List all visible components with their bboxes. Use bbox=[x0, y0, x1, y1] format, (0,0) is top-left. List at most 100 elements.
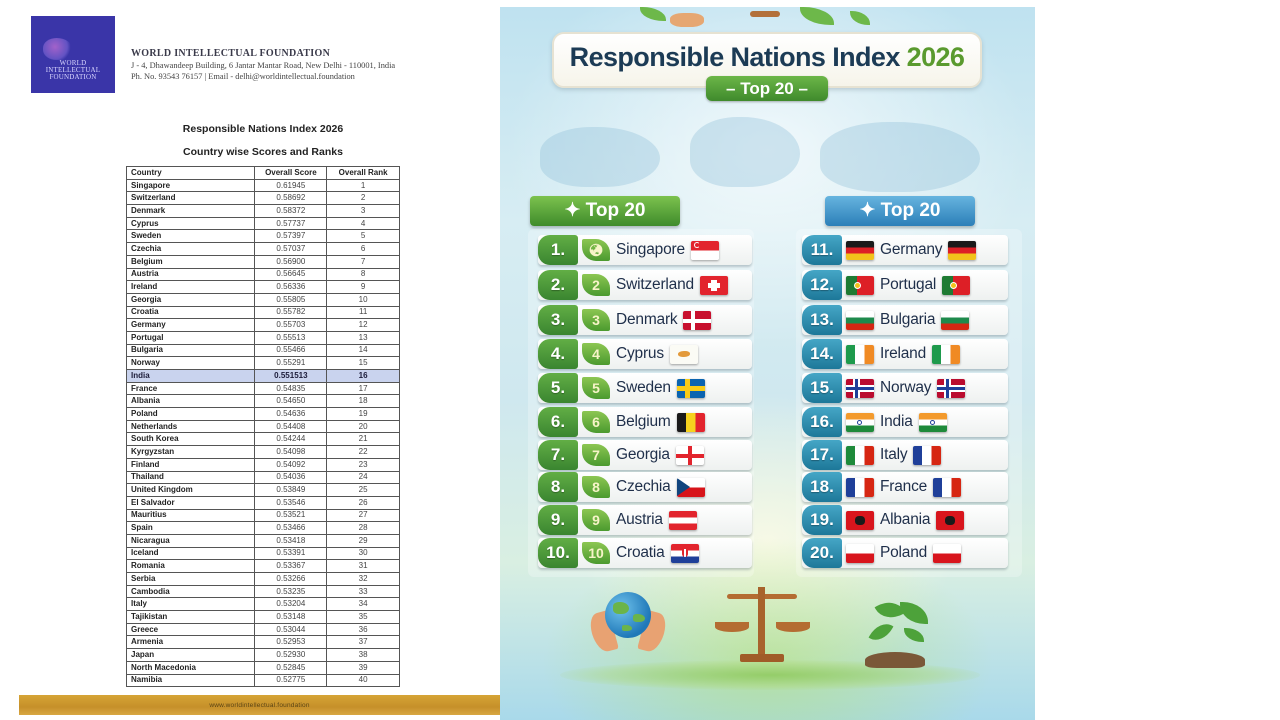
country-cell: India bbox=[125, 369, 256, 383]
rank-cell: 28 bbox=[326, 521, 400, 535]
country-cell: Greece bbox=[125, 622, 256, 637]
rank-number: 14. bbox=[802, 339, 842, 369]
score-cell: 0.52953 bbox=[254, 635, 328, 650]
rank-row: 13. Bulgaria bbox=[802, 305, 1008, 335]
rank-row: 11. Germany bbox=[802, 235, 1008, 265]
score-cell: 0.61945 bbox=[254, 178, 328, 193]
table-row: Mauritius 0.53521 27 bbox=[125, 508, 400, 523]
scales-pan bbox=[776, 622, 810, 632]
country-name: Singapore bbox=[616, 241, 685, 258]
leaf-rank-badge: 9 bbox=[582, 509, 610, 531]
table-row: Portugal 0.55513 13 bbox=[125, 330, 400, 345]
rank-row: 3. 3 Denmark bbox=[538, 305, 752, 335]
table-row: Albania 0.54650 18 bbox=[125, 394, 400, 409]
country-cell: Japan bbox=[125, 648, 256, 662]
rank-row: 5. 5 Sweden bbox=[538, 373, 752, 403]
flag-no-icon bbox=[937, 378, 966, 398]
score-cell: 0.54036 bbox=[254, 470, 328, 485]
rank-number: 8. bbox=[538, 472, 578, 502]
rank-cell: 27 bbox=[326, 508, 400, 523]
rank-row: 16. India bbox=[802, 407, 1008, 437]
ribbon-tail bbox=[813, 204, 831, 226]
table-row: United Kingdom 0.53849 25 bbox=[125, 483, 400, 497]
flag-bg-icon bbox=[941, 310, 970, 330]
scores-table: Country Overall Score Overall Rank Singa… bbox=[125, 166, 400, 688]
rank-number: 4. bbox=[538, 339, 578, 369]
table-row: Denmark 0.58372 3 bbox=[125, 204, 400, 218]
score-cell: 0.551513 bbox=[254, 369, 328, 383]
table-row: Greece 0.53044 36 bbox=[125, 622, 400, 637]
ranks-1-10-panel: 1. 🌏︎ Singapore 2. 2 Switzerland 3. 3 Denmark 4. 4… bbox=[528, 229, 754, 577]
score-cell: 0.55805 bbox=[254, 292, 328, 307]
poster-subtitle-ribbon: – Top 20 – bbox=[706, 76, 828, 101]
scales-base bbox=[740, 654, 784, 662]
country-name: Sweden bbox=[616, 379, 671, 396]
table-row: Kyrgyzstan 0.54098 22 bbox=[125, 445, 400, 459]
country-cell: Nicaragua bbox=[125, 533, 256, 548]
table-row: Armenia 0.52953 37 bbox=[125, 635, 400, 650]
score-cell: 0.54098 bbox=[254, 445, 328, 459]
score-cell: 0.56336 bbox=[254, 280, 328, 294]
country-cell: Mauritius bbox=[125, 508, 256, 523]
country-cell: Poland bbox=[125, 407, 256, 421]
flag-al-icon bbox=[846, 510, 874, 530]
foundation-logo: WORLD INTELLECTUAL FOUNDATION bbox=[31, 16, 115, 93]
bottom-illustration bbox=[500, 582, 1035, 690]
score-cell: 0.54650 bbox=[254, 394, 328, 409]
country-name: Italy bbox=[880, 446, 908, 463]
right-column-ribbon: ✦ Top 20 bbox=[813, 196, 987, 226]
column-header-rank: Overall Rank bbox=[326, 166, 400, 180]
country-cell: Bulgaria bbox=[125, 343, 256, 358]
rank-cell: 26 bbox=[326, 495, 400, 510]
score-cell: 0.53367 bbox=[254, 559, 328, 573]
ribbon-tail bbox=[674, 204, 692, 226]
scales-post bbox=[758, 587, 765, 657]
leaf-icon bbox=[800, 7, 834, 25]
column-header-country: Country bbox=[125, 166, 256, 180]
score-cell: 0.55513 bbox=[254, 330, 328, 345]
rank-row: 10. 10 Croatia bbox=[538, 538, 752, 568]
org-contact: Ph. No. 93543 76157 | Email - delhi@worl… bbox=[131, 72, 355, 81]
handshake-scales-decoration bbox=[630, 7, 900, 31]
table-row: Romania 0.53367 31 bbox=[125, 559, 400, 573]
country-cell: Singapore bbox=[125, 178, 256, 193]
table-header-row: Country Overall Score Overall Rank bbox=[125, 166, 400, 180]
rank-row: 17. Italy bbox=[802, 440, 1008, 470]
table-row: Switzerland 0.58692 2 bbox=[125, 191, 400, 206]
rank-number: 11. bbox=[802, 235, 842, 265]
ranks-11-20-panel: 11. Germany 12. Portugal 13. Bulgaria 14. Irela… bbox=[796, 229, 1022, 577]
rank-number: 16. bbox=[802, 407, 842, 437]
rank-cell: 11 bbox=[326, 305, 400, 320]
table-row: Serbia 0.53266 32 bbox=[125, 572, 400, 586]
country-cell: Italy bbox=[125, 597, 256, 612]
score-cell: 0.58692 bbox=[254, 191, 328, 206]
left-column-ribbon: ✦ Top 20 bbox=[518, 196, 692, 226]
flag-ge-icon bbox=[675, 445, 704, 465]
leaf-icon bbox=[640, 7, 666, 21]
rank-cell: 18 bbox=[326, 394, 400, 409]
globe-leaf-icon: 🌏︎ bbox=[582, 239, 610, 261]
rank-cell: 25 bbox=[326, 483, 400, 497]
table-row: Spain 0.53466 28 bbox=[125, 521, 400, 535]
country-name: Albania bbox=[880, 511, 931, 528]
flag-ie-icon bbox=[932, 344, 960, 364]
flag-pt-icon bbox=[942, 275, 971, 295]
left-ribbon-label: ✦ Top 20 bbox=[564, 200, 646, 221]
score-cell: 0.55291 bbox=[254, 356, 328, 370]
flag-no-icon bbox=[846, 378, 874, 398]
table-row: Bulgaria 0.55466 14 bbox=[125, 343, 400, 358]
rank-number: 7. bbox=[538, 440, 578, 470]
rank-cell: 8 bbox=[326, 267, 400, 282]
score-cell: 0.58372 bbox=[254, 204, 328, 218]
rank-cell: 24 bbox=[326, 470, 400, 485]
sprout-leaf-icon bbox=[904, 628, 924, 642]
rank-cell: 9 bbox=[326, 280, 400, 294]
rank-cell: 39 bbox=[326, 660, 400, 675]
rank-row: 8. 8 Czechia bbox=[538, 472, 752, 502]
rank-cell: 4 bbox=[326, 216, 400, 231]
rank-row: 1. 🌏︎ Singapore bbox=[538, 235, 752, 265]
flag-fr-icon bbox=[913, 445, 942, 465]
country-cell: Germany bbox=[125, 318, 256, 332]
poster-title: Responsible Nations Index 2026 bbox=[554, 34, 980, 80]
country-cell: Cyprus bbox=[125, 216, 256, 231]
